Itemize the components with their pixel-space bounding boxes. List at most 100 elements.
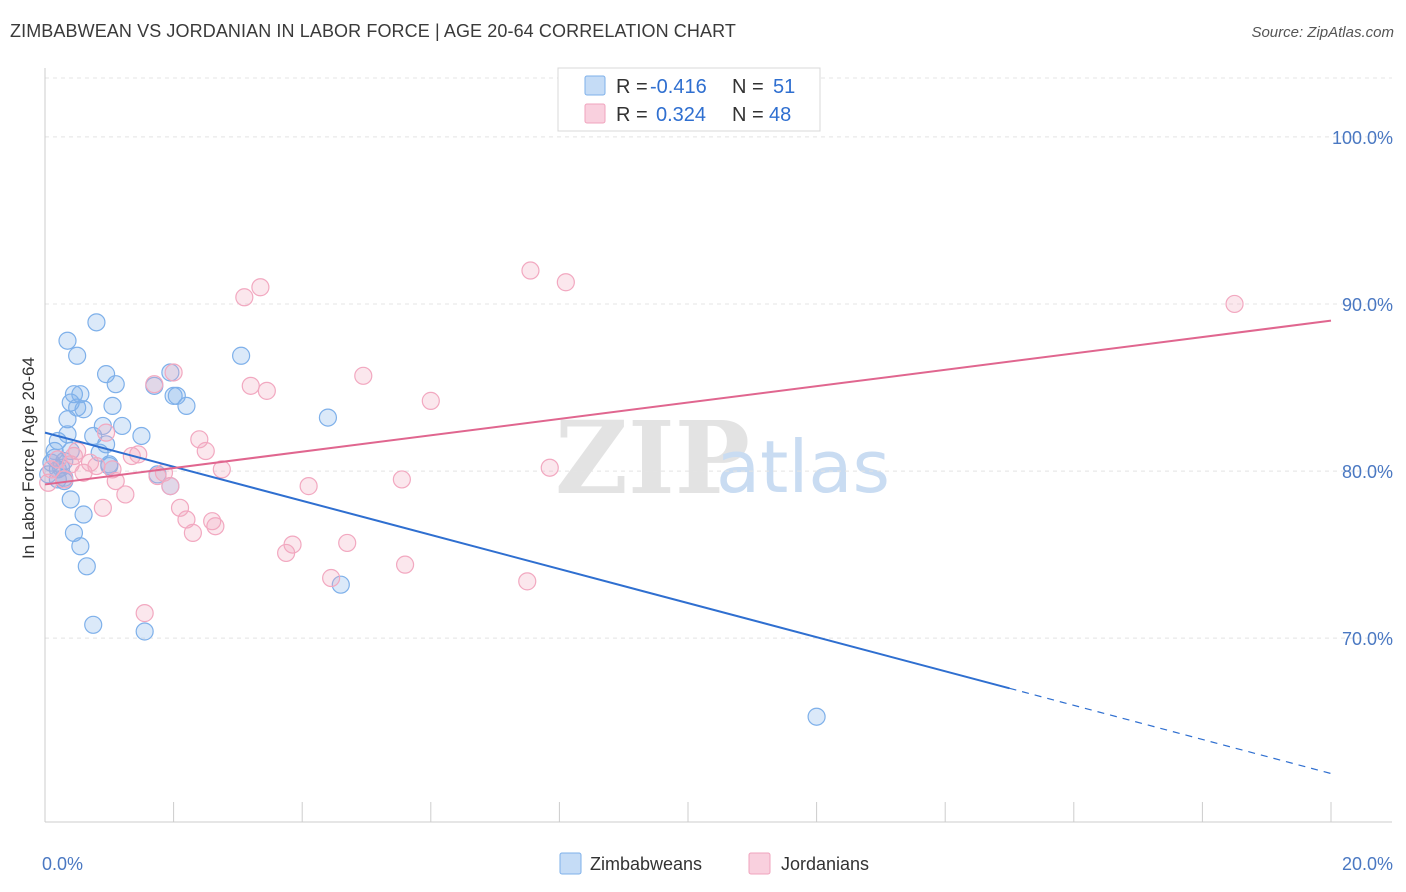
zimbabweans-point-17	[84, 615, 103, 634]
zimbabweans-point-11	[68, 398, 87, 417]
jordanians-point-32	[241, 376, 260, 395]
y-tick-label-0: 100.0%	[1332, 128, 1393, 148]
jordanians-point-3	[55, 470, 74, 489]
watermark: ZIP atlas	[555, 399, 890, 517]
jordanians-point-46	[540, 458, 559, 477]
jordanians-point-34	[257, 381, 276, 400]
watermark-zip: ZIP	[555, 399, 750, 517]
series-legend-swatch-zimbabweans	[559, 852, 582, 875]
zimbabweans-point-41	[331, 575, 350, 594]
jordanians-point-40	[354, 366, 373, 385]
zimbabweans-point-27	[106, 375, 125, 394]
jordanians-point-6	[68, 441, 87, 461]
jordanians-point-42	[395, 555, 415, 574]
legend-swatch-jordanians	[584, 103, 606, 124]
legend-n-label-zimbabweans: N =	[732, 76, 764, 98]
series-legend-label-jordanians: Jordanians	[781, 854, 869, 874]
jordanians-point-41	[392, 470, 411, 489]
legend-r-label-zimbabweans: R =	[616, 76, 648, 98]
jordanians-point-9	[87, 456, 106, 476]
zimbabweans-point-37	[167, 386, 186, 405]
zimbabweans-point-14	[74, 505, 93, 524]
jordanians-point-23	[170, 498, 190, 517]
y-tick-label-3: 70.0%	[1342, 629, 1393, 649]
jordanians-point-26	[190, 430, 209, 449]
jordanians-point-17	[135, 604, 154, 623]
legend-swatch-zimbabweans	[584, 75, 606, 96]
zimbabweans-point-49	[74, 400, 93, 419]
x-tick-label-1: 20.0%	[1342, 854, 1393, 874]
jordanians-point-22	[164, 363, 183, 382]
jordanians-point-10	[93, 498, 112, 517]
axes	[44, 68, 1392, 823]
jordanians-point-16	[129, 445, 148, 464]
zimbabweans-point-46	[71, 385, 90, 404]
zimbabweans-point-40	[318, 408, 338, 427]
jordanians-point-29	[206, 517, 225, 536]
legend-n-value-jordanians: 48	[769, 104, 791, 126]
source-credit: Source: ZipAtlas.com	[1251, 24, 1394, 41]
legend-n-label-jordanians: N =	[732, 104, 764, 126]
jordanians-trend-line	[44, 319, 1332, 486]
jordanians-point-47	[556, 273, 575, 292]
jordanians-point-33	[251, 278, 270, 297]
jordanians-point-36	[283, 535, 302, 554]
jordanians-point-37	[299, 477, 318, 496]
legend-r-label-jordanians: R =	[616, 104, 648, 126]
data-points	[39, 261, 1244, 726]
jordanians-point-44	[518, 572, 537, 591]
legend-r-value-zimbabweans: -0.416	[650, 76, 707, 98]
jordanians-point-28	[203, 512, 222, 531]
jordanians-point-38	[322, 568, 341, 588]
chart-title: ZIMBABWEAN VS JORDANIAN IN LABOR FORCE |…	[10, 21, 736, 41]
jordanians-point-12	[103, 460, 122, 479]
y-tick-label-1: 90.0%	[1342, 295, 1393, 315]
zimbabweans-point-39	[135, 622, 154, 641]
series-legend: Zimbabweans Jordanians	[559, 852, 869, 875]
jordanians-point-48	[1225, 294, 1244, 314]
legend-r-value-jordanians: 0.324	[656, 104, 706, 126]
jordanians-point-18	[145, 375, 164, 394]
jordanians-point-39	[338, 533, 357, 553]
jordanians-point-45	[521, 261, 540, 280]
jordanians-point-27	[196, 441, 215, 461]
zimbabweans-point-12	[58, 331, 77, 350]
zimbabweans-point-13	[68, 346, 87, 365]
jordanians-point-1	[42, 460, 61, 479]
jordanians-point-11	[96, 423, 116, 442]
y-axis-label: In Labor Force | Age 20-64	[19, 357, 38, 559]
zimbabweans-point-38	[232, 346, 251, 365]
jordanians-point-30	[212, 460, 231, 479]
y-tick-label-2: 80.0%	[1342, 462, 1393, 482]
zimbabweans-point-43	[100, 456, 119, 476]
watermark-atlas: atlas	[716, 425, 890, 509]
jordanians-point-43	[421, 391, 440, 410]
zimbabweans-point-16	[77, 557, 96, 576]
zimbabweans-point-19	[64, 523, 84, 542]
series-legend-swatch-jordanians	[748, 852, 771, 875]
x-tick-label-0: 0.0%	[42, 854, 83, 874]
zimbabweans-point-18	[61, 490, 80, 509]
zimbabweans-trend-line	[44, 431, 1010, 690]
zimbabweans-point-47	[45, 448, 64, 467]
zimbabweans-point-30	[132, 426, 151, 446]
series-legend-label-zimbabweans: Zimbabweans	[590, 854, 702, 874]
trend-lines	[44, 319, 1332, 775]
zimbabweans-point-42	[807, 707, 826, 726]
zimbabweans-point-50	[61, 441, 80, 461]
y-axis-label-group: In Labor Force | Age 20-64	[19, 357, 38, 559]
zimbabweans-trend-extension	[1009, 687, 1332, 775]
zimbabweans-point-28	[113, 416, 132, 436]
jordanians-point-14	[116, 485, 135, 504]
zimbabweans-point-20	[87, 313, 106, 332]
zimbabweans-point-10	[64, 385, 84, 404]
jordanians-point-21	[161, 477, 180, 496]
legend-n-value-zimbabweans: 51	[773, 76, 795, 98]
jordanians-point-25	[183, 523, 202, 542]
jordanians-point-5	[64, 446, 84, 466]
tick-labels: 100.0% 90.0% 80.0% 70.0% 0.0% 20.0%	[42, 128, 1393, 874]
jordanians-point-31	[235, 288, 254, 307]
stats-legend: R = -0.416 N = 51 R = 0.324 N = 48	[557, 67, 821, 132]
zimbabweans-point-23	[103, 396, 122, 415]
